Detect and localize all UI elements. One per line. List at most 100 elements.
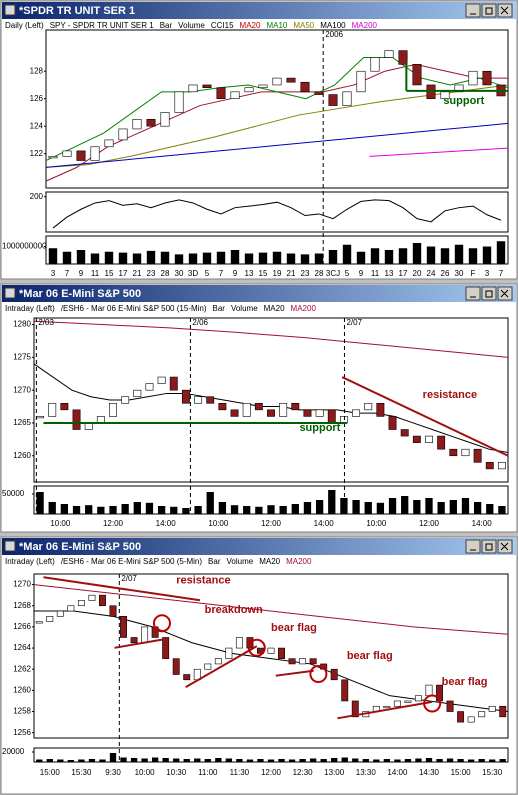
trend-line	[275, 669, 314, 677]
volume-bar	[62, 251, 72, 264]
window-icon	[4, 287, 16, 299]
y-tick-label: 1268	[13, 601, 31, 610]
candle	[77, 600, 85, 607]
candle	[400, 429, 409, 437]
x-tick-label: 10:00	[366, 519, 387, 528]
button-max[interactable]	[481, 3, 497, 18]
candle	[478, 711, 486, 718]
volume-bar	[194, 758, 201, 762]
button-min[interactable]	[465, 286, 481, 301]
price-panel	[45, 29, 509, 189]
candle	[286, 77, 296, 83]
volume-bar	[449, 500, 457, 514]
x-tick-label: 11	[91, 269, 100, 278]
trend-line	[43, 576, 201, 602]
annotation: bear flag	[442, 676, 488, 688]
button-min[interactable]	[465, 3, 481, 18]
legend-item: MA200	[352, 21, 378, 30]
candle	[473, 448, 482, 463]
volume-bar	[468, 248, 478, 264]
button-max[interactable]	[481, 286, 497, 301]
legend-item: MA50	[293, 21, 314, 30]
candle	[461, 448, 470, 457]
x-tick-label: 24	[427, 269, 436, 278]
y-tick-label: 1256	[13, 728, 31, 737]
trend-line	[185, 645, 258, 689]
volume-bar	[457, 759, 464, 762]
candle	[235, 637, 243, 649]
x-tick-label: 7	[219, 269, 224, 278]
candle	[60, 402, 69, 411]
volume-bar	[257, 759, 264, 762]
x-tick-label: 5	[345, 269, 350, 278]
volume-bar	[244, 253, 254, 264]
legend-item: /ESH6 - Mar 06 E-Mini S&P 500 (5-Min)	[61, 557, 203, 566]
volume-bar	[352, 758, 359, 762]
candle	[303, 409, 312, 417]
volume-bar	[436, 759, 443, 762]
x-tick-label: 14:00	[156, 519, 177, 528]
y-tick-label: 1260	[13, 685, 31, 694]
candle	[202, 84, 212, 89]
ma-line	[33, 584, 509, 635]
x-tick-label: 3CJ	[326, 269, 340, 278]
x-tick-label: 30	[455, 269, 464, 278]
x-tick-label: 11:30	[230, 768, 250, 777]
annotation: breakdown	[205, 604, 263, 616]
candle	[309, 658, 317, 665]
volume-bar	[218, 502, 227, 514]
price-panel	[33, 317, 509, 483]
volume-bar	[267, 759, 275, 762]
x-tick-label: 7	[65, 269, 70, 278]
volume-bar	[309, 758, 317, 762]
volume-bar	[473, 502, 482, 514]
volume-bar	[398, 248, 408, 264]
volume-bar	[300, 254, 310, 264]
volume-bar	[328, 490, 336, 514]
x-tick-label: 21	[287, 269, 296, 278]
legend-item: MA100	[320, 21, 346, 30]
candle	[364, 402, 373, 411]
legend-item: Bar	[208, 557, 221, 566]
candle	[330, 668, 338, 681]
volume-bar	[243, 506, 251, 514]
candle	[160, 112, 170, 127]
button-min[interactable]	[465, 539, 481, 554]
volume-bar	[90, 253, 100, 264]
button-max[interactable]	[481, 539, 497, 554]
volume-bar	[57, 759, 64, 762]
volume-bar	[499, 759, 506, 762]
candle	[314, 91, 324, 95]
candle	[267, 647, 275, 654]
candle	[404, 700, 412, 703]
legend-item: Bar	[160, 21, 173, 30]
candle	[62, 150, 72, 157]
candle	[76, 150, 86, 161]
volume-bar	[230, 505, 239, 514]
legend-item: MA200	[291, 304, 317, 313]
candle	[174, 91, 184, 113]
x-tick-label: 14:30	[419, 768, 440, 777]
legend-item: SPY - SPDR TR UNIT SER 1	[50, 21, 155, 30]
ma-line	[45, 122, 509, 168]
legend-item: Intraday (Left)	[5, 304, 55, 313]
volume-bar	[415, 758, 422, 762]
candle	[46, 616, 54, 622]
x-tick-label: 9	[359, 269, 364, 278]
y-tick-label: 126	[30, 94, 44, 103]
annotation: bear flag	[271, 622, 317, 634]
volume-bar	[426, 246, 436, 264]
volume-bar	[188, 253, 198, 264]
x-tick-label: 12:00	[103, 519, 124, 528]
volume-bar	[109, 753, 117, 762]
volume-bar	[440, 248, 450, 264]
volume-bar	[157, 506, 166, 514]
candle	[230, 91, 240, 99]
volume-bar	[174, 254, 184, 264]
volume-bar	[412, 243, 422, 264]
candle	[218, 402, 227, 411]
legend-item: MA20	[264, 304, 285, 313]
volume-bar	[145, 502, 154, 514]
legend: Intraday (Left) /ESH6 - Mar 06 E-Mini S&P…	[5, 557, 312, 566]
volume-bar	[182, 508, 190, 514]
